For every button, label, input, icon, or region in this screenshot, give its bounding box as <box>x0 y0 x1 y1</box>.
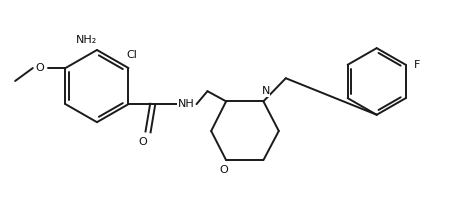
Text: NH: NH <box>178 99 195 109</box>
Text: NH₂: NH₂ <box>76 35 98 45</box>
Text: O: O <box>36 63 44 73</box>
Text: O: O <box>138 137 147 147</box>
Text: Cl: Cl <box>127 50 137 60</box>
Text: N: N <box>262 86 270 96</box>
Text: F: F <box>414 60 421 70</box>
Text: O: O <box>219 165 228 175</box>
